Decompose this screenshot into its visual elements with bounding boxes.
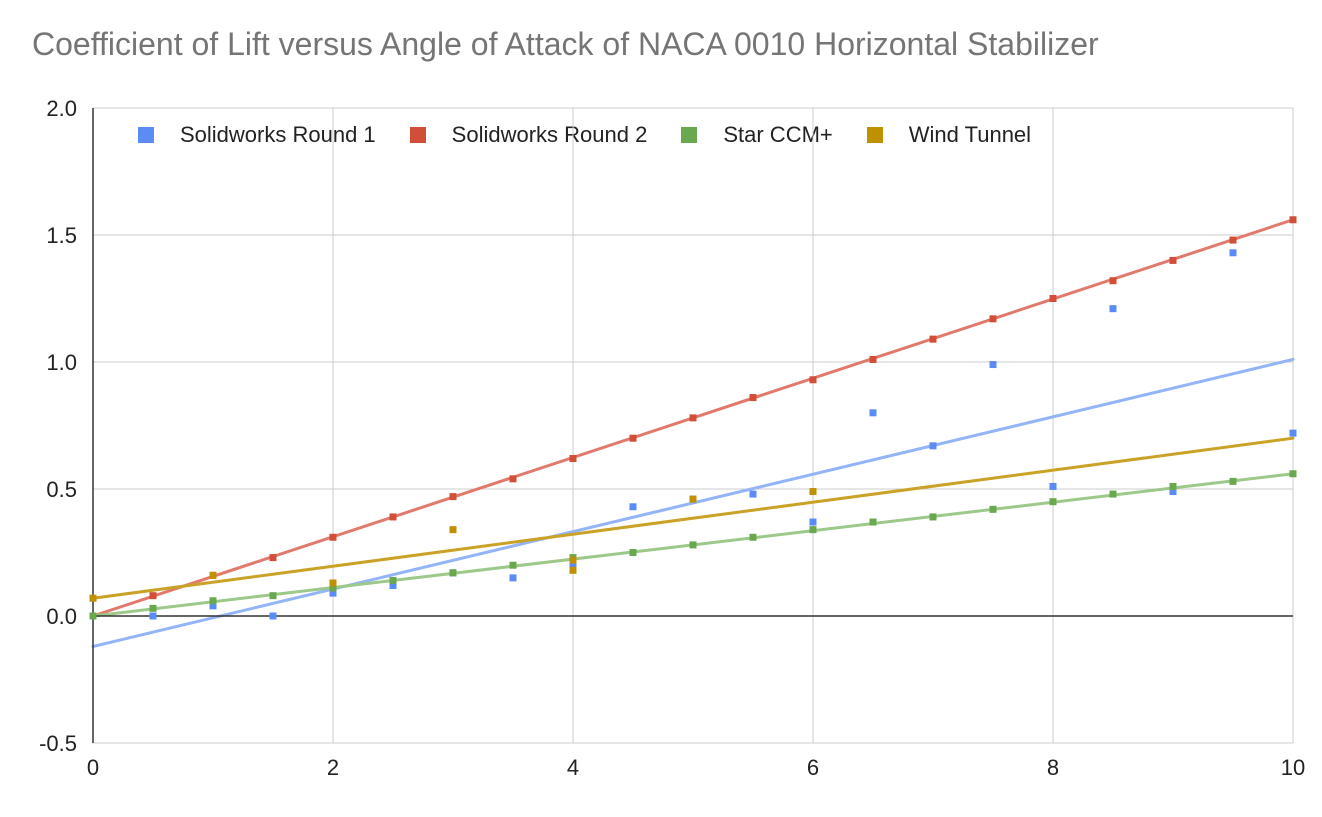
data-point-series-2 xyxy=(1289,470,1297,478)
data-point-series-2 xyxy=(329,584,337,592)
data-point-series-1 xyxy=(329,533,337,541)
data-point-series-2 xyxy=(1109,490,1117,498)
data-point-series-3 xyxy=(569,566,577,574)
grid-lines xyxy=(93,107,1294,744)
legend-item-star-ccm[interactable]: Star CCM+ xyxy=(681,122,833,148)
data-point-series-0 xyxy=(149,612,157,620)
data-point-series-1 xyxy=(1229,236,1237,244)
data-point-series-3 xyxy=(329,579,337,587)
data-point-series-2 xyxy=(209,597,217,605)
data-point-series-2 xyxy=(869,518,877,526)
data-point-series-2 xyxy=(389,576,397,584)
data-point-series-0 xyxy=(809,518,817,526)
x-tick-label: 6 xyxy=(807,755,819,780)
data-point-series-1 xyxy=(569,455,577,463)
data-point-series-0 xyxy=(1049,482,1057,490)
data-point-series-1 xyxy=(1049,295,1057,302)
data-point-series-0 xyxy=(1229,249,1237,257)
data-point-series-3 xyxy=(689,495,697,503)
data-point-series-0 xyxy=(509,574,517,582)
y-tick-label: 0.0 xyxy=(46,604,77,629)
legend-item-solidworks-round-1[interactable]: Solidworks Round 1 xyxy=(138,122,376,148)
data-point-series-3 xyxy=(809,488,817,496)
data-point-series-2 xyxy=(1049,498,1057,506)
data-point-series-3 xyxy=(569,556,577,564)
data-point-series-0 xyxy=(569,561,577,569)
trendline-series-0 xyxy=(91,357,1295,648)
y-tick-label: -0.5 xyxy=(39,731,77,756)
legend-label: Wind Tunnel xyxy=(908,122,1032,147)
chart-legend: Solidworks Round 1 Solidworks Round 2 St… xyxy=(138,122,1065,148)
data-point-series-2 xyxy=(509,561,517,569)
data-point-series-1 xyxy=(929,335,937,343)
y-tick-label: 2.0 xyxy=(46,96,77,121)
data-point-series-3 xyxy=(449,526,457,534)
data-point-series-0 xyxy=(269,612,277,620)
data-point-series-1 xyxy=(269,554,277,562)
data-point-series-0 xyxy=(389,582,397,590)
trendline-series-3 xyxy=(91,436,1295,600)
data-point-series-0 xyxy=(629,503,637,511)
x-tick-label: 0 xyxy=(87,755,99,780)
legend-item-solidworks-round-2[interactable]: Solidworks Round 2 xyxy=(409,122,648,148)
data-point-series-2 xyxy=(809,526,817,534)
data-point-series-1 xyxy=(809,376,817,384)
data-point-series-0 xyxy=(1289,429,1297,437)
data-point-series-0 xyxy=(1169,488,1177,496)
legend-label: Solidworks Round 2 xyxy=(451,122,648,147)
data-point-series-2 xyxy=(929,513,937,521)
data-point-series-1 xyxy=(749,394,757,402)
legend-label: Solidworks Round 1 xyxy=(180,122,376,147)
data-point-series-1 xyxy=(509,475,517,483)
data-point-series-1 xyxy=(1289,216,1297,224)
data-point-series-0 xyxy=(209,602,217,610)
data-point-series-2 xyxy=(689,541,697,549)
legend-swatch-solidworks-round-1 xyxy=(138,127,154,143)
legend-swatch-star-ccm xyxy=(681,127,698,143)
y-tick-label: 1.0 xyxy=(46,350,77,375)
data-point-series-2 xyxy=(989,505,997,513)
legend-item-wind-tunnel[interactable]: Wind Tunnel xyxy=(866,122,1032,148)
x-tick-label: 10 xyxy=(1281,755,1305,780)
data-point-series-2 xyxy=(629,549,637,556)
data-point-series-1 xyxy=(149,592,157,600)
x-tick-label: 2 xyxy=(327,755,339,780)
legend-swatch-solidworks-round-2 xyxy=(409,127,426,143)
y-tick-label: 0.5 xyxy=(46,477,77,502)
data-point-series-3 xyxy=(209,571,217,579)
data-points xyxy=(89,216,1297,620)
chart-title: Coefficient of Lift versus Angle of Atta… xyxy=(32,26,1099,62)
data-point-series-1 xyxy=(1109,277,1117,285)
data-point-series-0 xyxy=(989,361,997,369)
data-point-series-0 xyxy=(749,490,757,498)
data-point-series-2 xyxy=(149,604,157,612)
data-point-series-3 xyxy=(89,594,97,602)
data-point-series-0 xyxy=(329,589,337,597)
data-point-series-0 xyxy=(1109,305,1117,313)
data-point-series-1 xyxy=(449,493,457,501)
data-point-series-2 xyxy=(1169,482,1177,490)
data-point-series-2 xyxy=(269,592,277,600)
data-point-series-1 xyxy=(689,414,697,422)
data-point-series-2 xyxy=(749,533,757,541)
x-tick-label: 4 xyxy=(567,755,579,780)
tick-labels: -0.5 0.0 0.5 1.0 1.5 2.0 0 2 4 6 8 10 xyxy=(39,96,1305,780)
data-point-series-1 xyxy=(989,315,997,323)
data-point-series-0 xyxy=(929,442,937,450)
data-point-series-1 xyxy=(389,513,397,521)
data-point-series-1 xyxy=(1169,256,1177,264)
data-point-series-2 xyxy=(449,569,457,577)
legend-label: Star CCM+ xyxy=(723,122,833,147)
data-point-series-2 xyxy=(1229,477,1237,485)
x-tick-label: 8 xyxy=(1047,755,1059,780)
y-tick-label: 1.5 xyxy=(46,223,77,248)
data-point-series-1 xyxy=(869,355,877,363)
legend-swatch-wind-tunnel xyxy=(866,127,883,143)
data-point-series-0 xyxy=(869,409,877,417)
data-point-series-2 xyxy=(89,612,97,620)
data-point-series-1 xyxy=(629,434,637,442)
axes xyxy=(92,108,1293,743)
